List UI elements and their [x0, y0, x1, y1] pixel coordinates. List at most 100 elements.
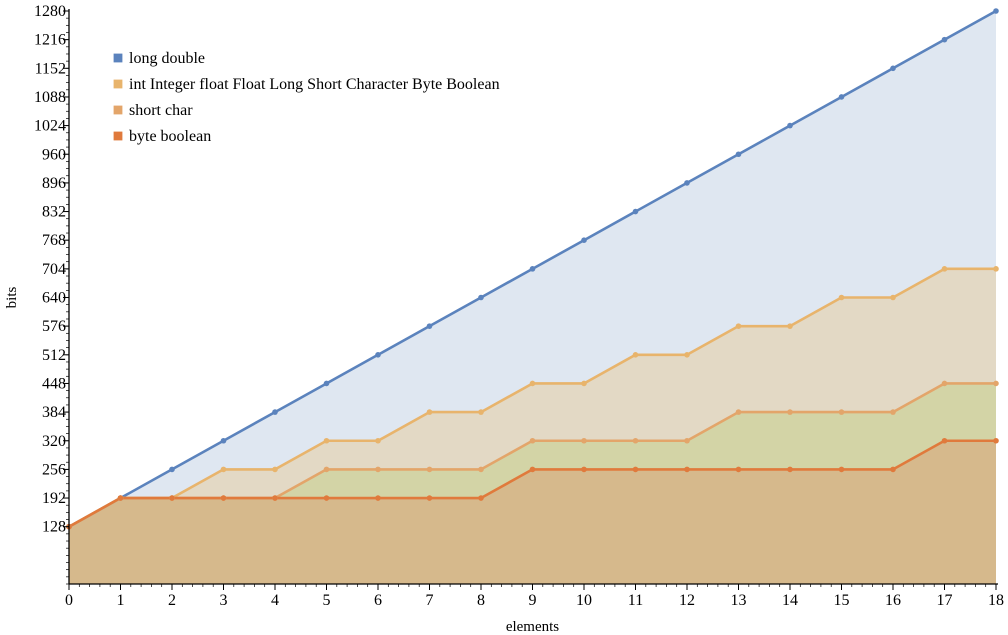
point-series-3-x-8	[478, 495, 484, 501]
y-tick-label-960: 960	[42, 146, 66, 163]
point-series-2-x-10	[581, 437, 587, 444]
point-series-0-x-9	[529, 266, 536, 272]
point-series-3-x-13	[735, 466, 742, 473]
y-tick-label-576: 576	[42, 318, 66, 335]
point-series-3-x-6	[375, 495, 381, 501]
point-series-2-x-5	[323, 466, 330, 473]
point-series-2-x-14	[787, 409, 793, 415]
point-series-2-x-15	[838, 409, 845, 415]
x-tick-label-4: 4	[271, 592, 279, 609]
y-tick-label-320: 320	[42, 433, 66, 450]
y-tick-label-832: 832	[42, 204, 66, 221]
point-series-3-x-10	[581, 466, 587, 473]
point-series-0-x-5	[323, 380, 330, 387]
point-series-0-x-4	[272, 409, 278, 415]
x-tick-label-17: 17	[937, 592, 953, 609]
point-series-0-x-8	[478, 294, 484, 301]
y-tick-label-448: 448	[42, 375, 66, 392]
point-series-1-x-8	[478, 409, 484, 415]
area-series-1	[69, 268, 996, 527]
point-series-3-x-14	[787, 466, 793, 473]
y-tick-label-384: 384	[42, 404, 66, 421]
x-tick-label-18: 18	[988, 592, 1004, 609]
point-series-1-x-9	[529, 380, 536, 387]
points-layer	[66, 8, 999, 530]
point-series-1-x-17	[941, 266, 948, 272]
point-series-2-x-17	[941, 380, 948, 387]
legend: long double int Integer float Float Long …	[113, 50, 500, 145]
point-series-3-x-5	[323, 495, 330, 501]
point-series-1-x-11	[632, 352, 639, 358]
point-series-3-x-12	[684, 466, 690, 473]
y-tick-label-512: 512	[42, 347, 66, 364]
point-series-3-x-9	[529, 466, 536, 473]
point-series-1-x-18	[993, 266, 999, 272]
y-axis-title: bits	[4, 287, 20, 309]
point-series-0-x-12	[684, 180, 690, 186]
legend-swatch-3	[113, 131, 123, 141]
legend-label-2: short char	[129, 102, 193, 119]
legend-swatch-0	[113, 53, 123, 63]
x-tick-label-11: 11	[628, 592, 643, 609]
point-series-3-x-3	[220, 495, 227, 501]
x-tick-label-0: 0	[65, 592, 73, 609]
point-series-2-x-16	[890, 409, 896, 415]
point-series-3-x-7	[426, 495, 433, 501]
y-tick-label-640: 640	[42, 290, 66, 307]
point-series-0-x-2	[169, 466, 175, 473]
point-series-2-x-7	[426, 466, 433, 473]
y-tick-label-1216: 1216	[34, 32, 66, 49]
point-series-1-x-7	[426, 409, 433, 415]
legend-label-1: int Integer float Float Long Short Chara…	[129, 76, 500, 93]
point-series-1-x-14	[787, 323, 793, 329]
y-tick-label-704: 704	[42, 261, 66, 278]
legend-swatch-1	[113, 79, 123, 89]
point-series-2-x-12	[684, 437, 690, 444]
point-series-3-x-1	[117, 495, 124, 501]
point-series-3-x-16	[890, 466, 896, 473]
point-series-3-x-17	[941, 437, 948, 444]
point-series-2-x-18	[993, 380, 999, 387]
point-series-0-x-15	[838, 94, 845, 100]
area-series-3	[69, 440, 996, 584]
point-series-0-x-11	[632, 208, 639, 215]
point-series-3-x-15	[838, 466, 845, 473]
x-tick-label-6: 6	[374, 592, 382, 609]
point-series-0-x-13	[735, 151, 742, 158]
point-series-0-x-18	[993, 8, 999, 14]
x-tick-label-5: 5	[323, 592, 331, 609]
point-series-1-x-4	[272, 466, 278, 473]
x-tick-label-1: 1	[117, 592, 125, 609]
x-tick-label-12: 12	[679, 592, 695, 609]
point-series-1-x-16	[890, 294, 896, 301]
point-series-0-x-10	[581, 237, 587, 243]
y-tick-label-896: 896	[42, 175, 66, 192]
point-series-3-x-4	[272, 495, 278, 501]
x-tick-label-13: 13	[731, 592, 747, 609]
point-series-1-x-6	[375, 437, 381, 444]
x-tick-label-9: 9	[529, 592, 537, 609]
point-series-0-x-16	[890, 65, 896, 72]
y-tick-label-768: 768	[42, 232, 66, 249]
x-tick-label-15: 15	[834, 592, 850, 609]
y-tick-label-1088: 1088	[34, 89, 66, 106]
y-tick-label-1280: 1280	[34, 3, 66, 20]
point-series-1-x-13	[735, 323, 742, 329]
point-series-0-x-6	[375, 352, 381, 358]
legend-swatch-2	[113, 105, 123, 115]
x-axis-title: elements	[506, 619, 559, 635]
point-series-0-x-14	[787, 122, 793, 129]
point-series-2-x-9	[529, 437, 536, 444]
x-tick-label-10: 10	[576, 592, 592, 609]
x-tick-label-14: 14	[782, 592, 798, 609]
legend-label-3: byte boolean	[129, 128, 211, 145]
y-tick-label-256: 256	[42, 461, 66, 478]
point-series-3-x-18	[993, 437, 999, 444]
y-tick-label-1152: 1152	[35, 60, 66, 77]
area-series-2	[69, 383, 996, 527]
x-tick-label-3: 3	[220, 592, 228, 609]
point-series-3-x-11	[632, 466, 639, 473]
point-series-0-x-17	[941, 36, 948, 43]
